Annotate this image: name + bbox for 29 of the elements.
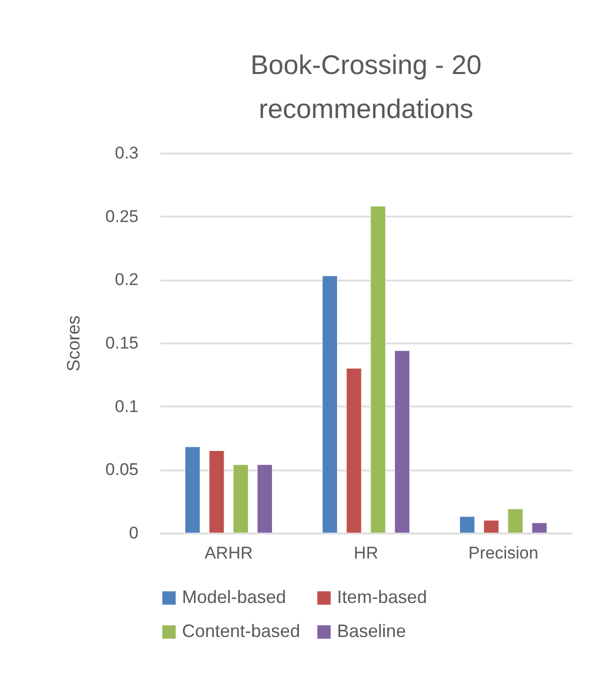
bar (459, 516, 475, 534)
text: Book-Crossing - 20 (250, 50, 482, 80)
bar (232, 464, 248, 534)
legend-label: Item-based (337, 587, 428, 607)
y-tick-label: 0 (129, 524, 138, 542)
x-tick-label: Precision (468, 544, 538, 562)
bar (346, 368, 362, 534)
y-tick-label: 0.05 (105, 460, 138, 480)
legend-label: Content-based (182, 621, 300, 641)
y-tick-label: 0.1 (114, 396, 138, 416)
bar (370, 206, 386, 534)
y-tick-label: 0.25 (105, 206, 138, 226)
x-tick-label: HR (354, 544, 378, 562)
bar (484, 520, 500, 534)
bar (184, 446, 200, 534)
x-tick-label: ARHR (204, 544, 253, 562)
bar (322, 276, 338, 534)
y-tick-label: 0.2 (114, 270, 138, 290)
y-tick-label: 0.15 (105, 334, 138, 352)
bar (208, 450, 224, 534)
text: recommendations (258, 94, 474, 124)
bar (508, 508, 524, 534)
bar (532, 522, 548, 534)
legend-label: Baseline (337, 621, 406, 641)
y-tick-label: 0.3 (114, 144, 138, 162)
legend-label: Model-based (182, 587, 286, 607)
y-axis-title: Scores (63, 315, 84, 372)
bar (257, 464, 273, 534)
bar (394, 350, 410, 534)
